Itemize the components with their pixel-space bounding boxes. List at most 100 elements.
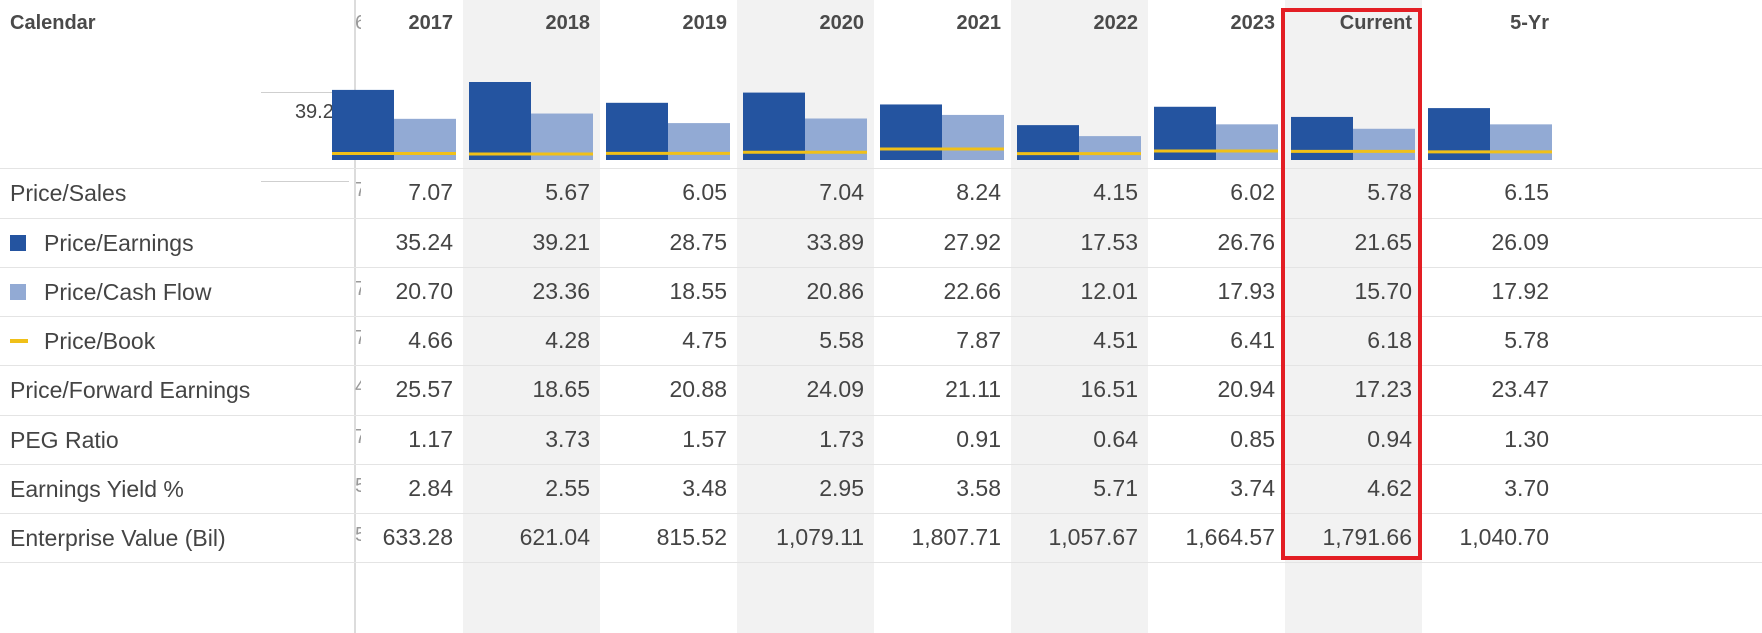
column-header: 2019 — [682, 12, 728, 34]
value-cell: 633.28 — [382, 524, 453, 550]
row-label: PEG Ratio — [10, 426, 119, 454]
bar-price-earnings — [469, 82, 531, 160]
value-cell: 815.52 — [656, 524, 727, 550]
value-cell: 6.15 — [1504, 179, 1549, 205]
row-label-text: Price/Forward Earnings — [10, 376, 251, 403]
value-cell: 4.62 — [1367, 475, 1412, 501]
year-column-2017: 2017 7.07 35.24 20.70 4.66 25.57 1.17 2.84 633.2… — [326, 0, 463, 633]
value-cell: 6.18 — [1367, 327, 1412, 353]
value-cell: 15.70 — [1354, 278, 1412, 304]
mini-valuation-chart — [1017, 125, 1141, 160]
legend-swatch-pcf — [10, 284, 26, 300]
row-label: Price/Sales — [10, 179, 126, 207]
value-cell: 0.64 — [1093, 426, 1138, 452]
value-cell: 1,664.57 — [1185, 524, 1275, 550]
row-label: Earnings Yield % — [10, 475, 184, 503]
row-divider — [0, 415, 1762, 416]
value-cell: 2.55 — [545, 475, 590, 501]
value-cell: 6.05 — [682, 179, 727, 205]
value-cell: 23.36 — [532, 278, 590, 304]
clipped-cell-fragment: 7 — [355, 278, 361, 300]
value-cell: 5.67 — [545, 179, 590, 205]
value-cell: 20.88 — [669, 376, 727, 402]
value-cell: 5.78 — [1367, 179, 1412, 205]
row-divider — [0, 562, 1762, 563]
value-cell: 0.85 — [1230, 426, 1275, 452]
value-cell: 5.58 — [819, 327, 864, 353]
bar-price-earnings — [606, 102, 668, 160]
value-cell: 22.66 — [943, 278, 1001, 304]
value-cell: 17.92 — [1491, 278, 1549, 304]
column-header: 2021 — [956, 12, 1002, 34]
value-cell: 17.23 — [1354, 376, 1412, 402]
year-column-5-yr: 5-Yr 6.15 26.09 17.92 5.78 23.47 1.30 3.70 1,040… — [1422, 0, 1559, 633]
value-cell: 17.93 — [1217, 278, 1275, 304]
calendar-header: Calendar — [10, 12, 96, 34]
value-cell: 20.86 — [806, 278, 864, 304]
row-divider — [0, 513, 1762, 514]
value-cell: 21.11 — [945, 376, 1001, 402]
bar-price-cash-flow — [942, 114, 1004, 160]
value-cell: 8.24 — [956, 179, 1001, 205]
bar-price-cash-flow — [531, 113, 593, 160]
row-label-text: Price/Earnings — [44, 229, 194, 256]
value-cell: 27.92 — [943, 229, 1001, 255]
column-header: Current — [1339, 12, 1412, 34]
value-cell: 1.73 — [819, 426, 864, 452]
bar-price-cash-flow — [1216, 124, 1278, 160]
value-cell: 4.75 — [682, 327, 727, 353]
value-cell: 3.70 — [1504, 475, 1549, 501]
legend-swatch-pe — [10, 235, 26, 251]
value-cell: 23.47 — [1491, 376, 1549, 402]
column-header: 2017 — [408, 12, 454, 34]
clipped-cell-fragment: 4 — [355, 376, 361, 398]
year-column-2019: 2019 6.05 28.75 18.55 4.75 20.88 1.57 3.48 815.5… — [600, 0, 737, 633]
clipped-cell-fragment: 5 — [355, 524, 361, 546]
value-cell: 26.76 — [1217, 229, 1275, 255]
value-cell: 1,807.71 — [911, 524, 1001, 550]
value-cell: 25.57 — [395, 376, 453, 402]
bar-price-earnings — [880, 104, 942, 160]
row-divider — [0, 267, 1762, 268]
column-header: 2022 — [1093, 12, 1139, 34]
current-column-highlight — [1281, 8, 1422, 560]
row-label: Price/Book — [10, 327, 155, 355]
row-label-text: Price/Cash Flow — [44, 278, 212, 305]
value-cell: 0.94 — [1367, 426, 1412, 452]
bar-price-earnings — [332, 89, 394, 160]
value-cell: 20.94 — [1217, 376, 1275, 402]
row-label-text: Price/Book — [44, 327, 156, 354]
value-cell: 18.55 — [669, 278, 727, 304]
value-cell: 1,040.70 — [1459, 524, 1549, 550]
year-column-2023: 2023 6.02 26.76 17.93 6.41 20.94 0.85 3.74 1,664… — [1148, 0, 1285, 633]
row-label-text: PEG Ratio — [10, 426, 119, 453]
row-label: Price/Cash Flow — [10, 278, 211, 306]
value-cell: 17.53 — [1080, 229, 1138, 255]
row-divider — [0, 365, 1762, 366]
value-cell: 1,079.11 — [776, 524, 864, 550]
year-column-2020: 2020 7.04 33.89 20.86 5.58 24.09 1.73 2.95 1,079… — [737, 0, 874, 633]
value-cell: 26.09 — [1491, 229, 1549, 255]
value-cell: 5.78 — [1504, 327, 1549, 353]
value-cell: 6.02 — [1230, 179, 1275, 205]
value-cell: 2.95 — [819, 475, 864, 501]
value-cell: 35.24 — [395, 229, 453, 255]
value-cell: 1.30 — [1504, 426, 1549, 452]
value-cell: 1.17 — [408, 426, 453, 452]
column-header: 5-Yr — [1510, 12, 1549, 34]
bar-price-cash-flow — [1079, 136, 1141, 160]
value-cell: 4.51 — [1093, 327, 1138, 353]
value-cell: 7.07 — [408, 179, 453, 205]
value-cell: 28.75 — [669, 229, 727, 255]
value-cell: 1,057.67 — [1048, 524, 1138, 550]
value-cell: 18.65 — [532, 376, 590, 402]
value-cell: 7.04 — [819, 179, 864, 205]
value-cell: 4.28 — [545, 327, 590, 353]
bar-price-earnings — [743, 92, 805, 160]
mini-valuation-chart — [469, 82, 593, 160]
value-cell: 3.48 — [682, 475, 727, 501]
mini-valuation-chart — [880, 104, 1004, 160]
clipped-cell-fragment: 7 — [355, 327, 361, 349]
bar-price-cash-flow — [805, 118, 867, 160]
row-divider — [0, 168, 1762, 169]
